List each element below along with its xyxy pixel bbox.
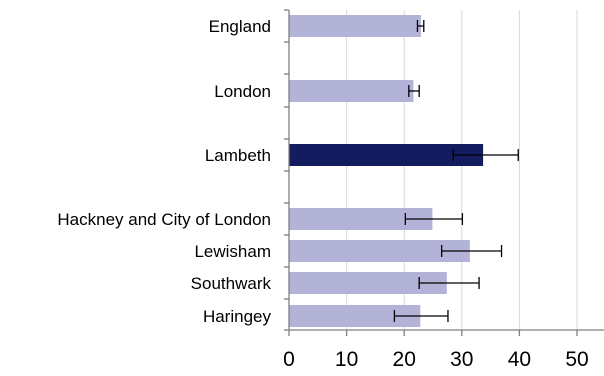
category-label: London xyxy=(214,82,271,101)
axes xyxy=(284,9,604,336)
category-label: Southwark xyxy=(191,274,272,293)
category-labels: England London Lambeth Hackney and City of … xyxy=(57,17,271,326)
category-label: Hackney and City of London xyxy=(57,210,271,229)
error-bar xyxy=(452,149,519,161)
category-label: Lewisham xyxy=(194,242,271,261)
bars xyxy=(289,15,484,327)
bar-lambeth xyxy=(289,144,484,166)
bar-hackney-and-city-of-london xyxy=(289,208,433,230)
x-tick-label: 20 xyxy=(393,348,416,371)
error-bar xyxy=(408,85,420,97)
x-tick-labels: 0 10 20 30 40 50 xyxy=(283,348,589,371)
bar-haringey xyxy=(289,305,421,327)
bar-southwark xyxy=(289,272,447,294)
error-bars xyxy=(393,20,519,322)
x-tick-label: 10 xyxy=(335,348,358,371)
error-bar xyxy=(404,213,464,225)
category-label: England xyxy=(209,17,271,36)
error-bar xyxy=(416,20,425,32)
bar-lewisham xyxy=(289,240,470,262)
bar-london xyxy=(289,80,414,102)
x-tick-label: 50 xyxy=(565,348,588,371)
x-tick-label: 0 xyxy=(283,348,295,371)
category-label: Lambeth xyxy=(205,146,271,165)
error-bar xyxy=(440,245,503,257)
category-label: Haringey xyxy=(203,307,272,326)
x-tick-label: 30 xyxy=(450,348,473,371)
bar-england xyxy=(289,15,421,37)
error-bar xyxy=(393,310,449,322)
error-bar xyxy=(418,277,480,289)
x-tick-label: 40 xyxy=(508,348,531,371)
